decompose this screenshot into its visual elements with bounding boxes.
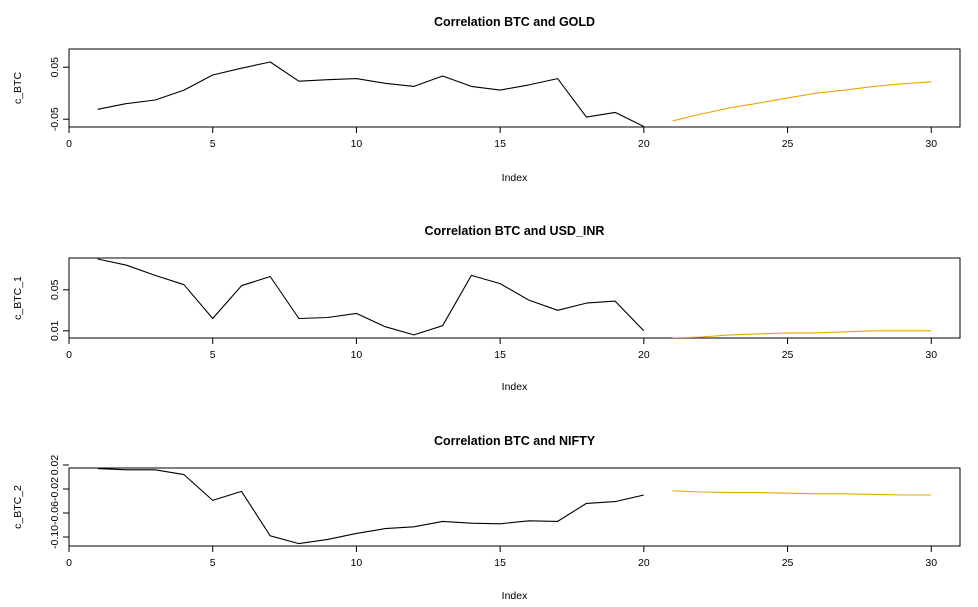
x-tick-label: 5 [210, 557, 216, 569]
series-line-forecast [672, 490, 932, 496]
x-tick-label: 20 [638, 349, 650, 361]
chart-title: Correlation BTC and NIFTY [434, 434, 596, 448]
chart-title: Correlation BTC and GOLD [434, 15, 595, 29]
y-tick-label: 0.02 [49, 455, 61, 476]
x-axis-label: Index [502, 381, 528, 393]
x-tick-label: 0 [66, 557, 72, 569]
y-tick-label: 0.05 [49, 57, 61, 78]
x-tick-label: 15 [494, 349, 506, 361]
x-tick-label: 5 [210, 349, 216, 361]
x-tick-label: 30 [925, 138, 937, 150]
x-axis-label: Index [502, 590, 528, 602]
x-tick-label: 10 [351, 557, 363, 569]
plot-frame [68, 257, 961, 339]
y-tick-label: 0.05 [49, 279, 61, 300]
series-line-observed [97, 61, 645, 127]
x-tick-label: 0 [66, 138, 72, 150]
series-line-observed [97, 258, 645, 336]
x-tick-label: 25 [782, 138, 794, 150]
x-axis-label: Index [502, 172, 528, 184]
y-tick-label: -0.05 [49, 107, 61, 131]
y-axis-label: c_BTC [12, 72, 24, 105]
y-tick-label: -0.10 [49, 525, 61, 549]
x-tick-label: 5 [210, 138, 216, 150]
x-tick-label: 0 [66, 349, 72, 361]
x-tick-label: 15 [494, 557, 506, 569]
y-axis-label: c_BTC_1 [12, 276, 24, 320]
chart-title: Correlation BTC and USD_INR [425, 224, 605, 238]
series-line-forecast [672, 330, 932, 338]
x-tick-label: 25 [782, 349, 794, 361]
x-tick-label: 20 [638, 557, 650, 569]
plot-frame [68, 467, 961, 547]
x-tick-label: 20 [638, 138, 650, 150]
x-tick-label: 30 [925, 349, 937, 361]
plot-frame [68, 48, 961, 128]
series-line-forecast [672, 81, 932, 122]
chart-panel-3: Correlation BTC and NIFTY 0 5 10 15 20 25 30 -0.… [12, 434, 961, 602]
x-tick-label: 15 [494, 138, 506, 150]
chart-panel-2: Correlation BTC and USD_INR 0 5 10 15 20 25 30 0… [12, 224, 961, 393]
y-tick-label: 0.01 [49, 320, 61, 341]
y-tick-label: -0.02 [49, 477, 61, 501]
y-tick-label: -0.06 [49, 501, 61, 525]
x-tick-label: 10 [351, 138, 363, 150]
chart-panel-1: Correlation BTC and GOLD 0 5 10 15 20 25 30 -0.0… [12, 15, 961, 184]
series-line-observed [97, 468, 644, 545]
y-axis-label: c_BTC_2 [12, 485, 24, 529]
x-tick-label: 10 [351, 349, 363, 361]
x-tick-label: 25 [782, 557, 794, 569]
x-tick-label: 30 [925, 557, 937, 569]
